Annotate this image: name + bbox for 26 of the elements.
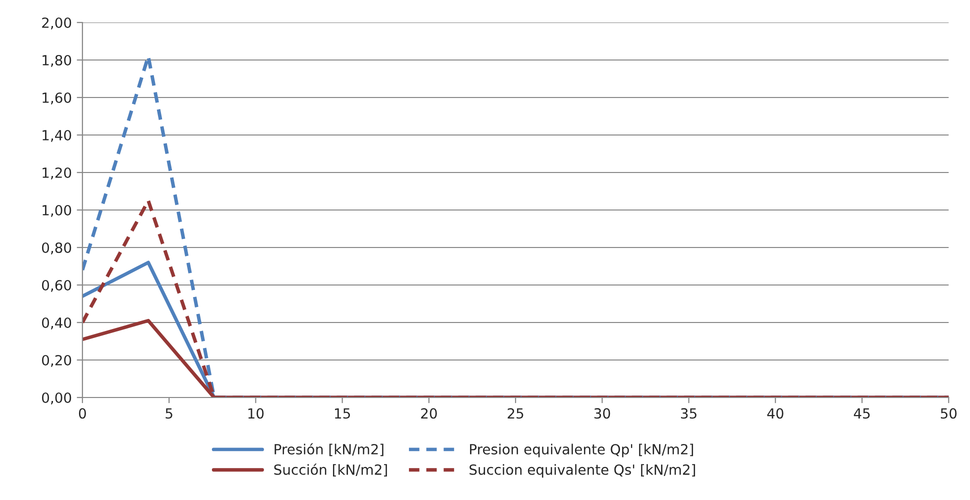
legend-label: Succion equivalente Qs' [kN/m2]: [470, 464, 696, 478]
x-tick-label: 15: [335, 408, 350, 419]
y-tick-label: 1,80: [42, 54, 72, 67]
x-tick-label: 25: [508, 408, 524, 419]
x-tick-label: 50: [940, 408, 957, 419]
y-tick-label: 0,40: [42, 317, 72, 330]
y-tick-label: 1,20: [42, 167, 72, 180]
y-tick-label: 0,20: [42, 354, 72, 367]
y-tick-label: 0,00: [42, 392, 72, 404]
x-tick-label: 40: [767, 408, 784, 419]
legend-label: Succión [kN/m2]: [274, 464, 387, 477]
x-tick-label: 20: [421, 408, 437, 419]
y-tick-label: 0,60: [42, 280, 72, 292]
y-tick-label: 2,00: [42, 17, 72, 30]
x-tick-label: 10: [248, 408, 264, 419]
y-tick-label: 1,00: [42, 204, 72, 217]
y-tick-label: 1,60: [42, 92, 72, 104]
legend-label: Presión [kN/m2]: [274, 443, 384, 456]
x-tick-label: 45: [854, 408, 870, 419]
legend-label: Presion equivalente Qp' [kN/m2]: [470, 444, 694, 458]
y-tick-label: 0,80: [42, 242, 72, 254]
x-tick-label: 5: [166, 408, 172, 419]
y-tick-label: 1,40: [42, 130, 72, 142]
x-tick-label: 0: [78, 408, 86, 419]
x-tick-label: 35: [681, 408, 696, 419]
x-tick-label: 30: [594, 408, 610, 419]
